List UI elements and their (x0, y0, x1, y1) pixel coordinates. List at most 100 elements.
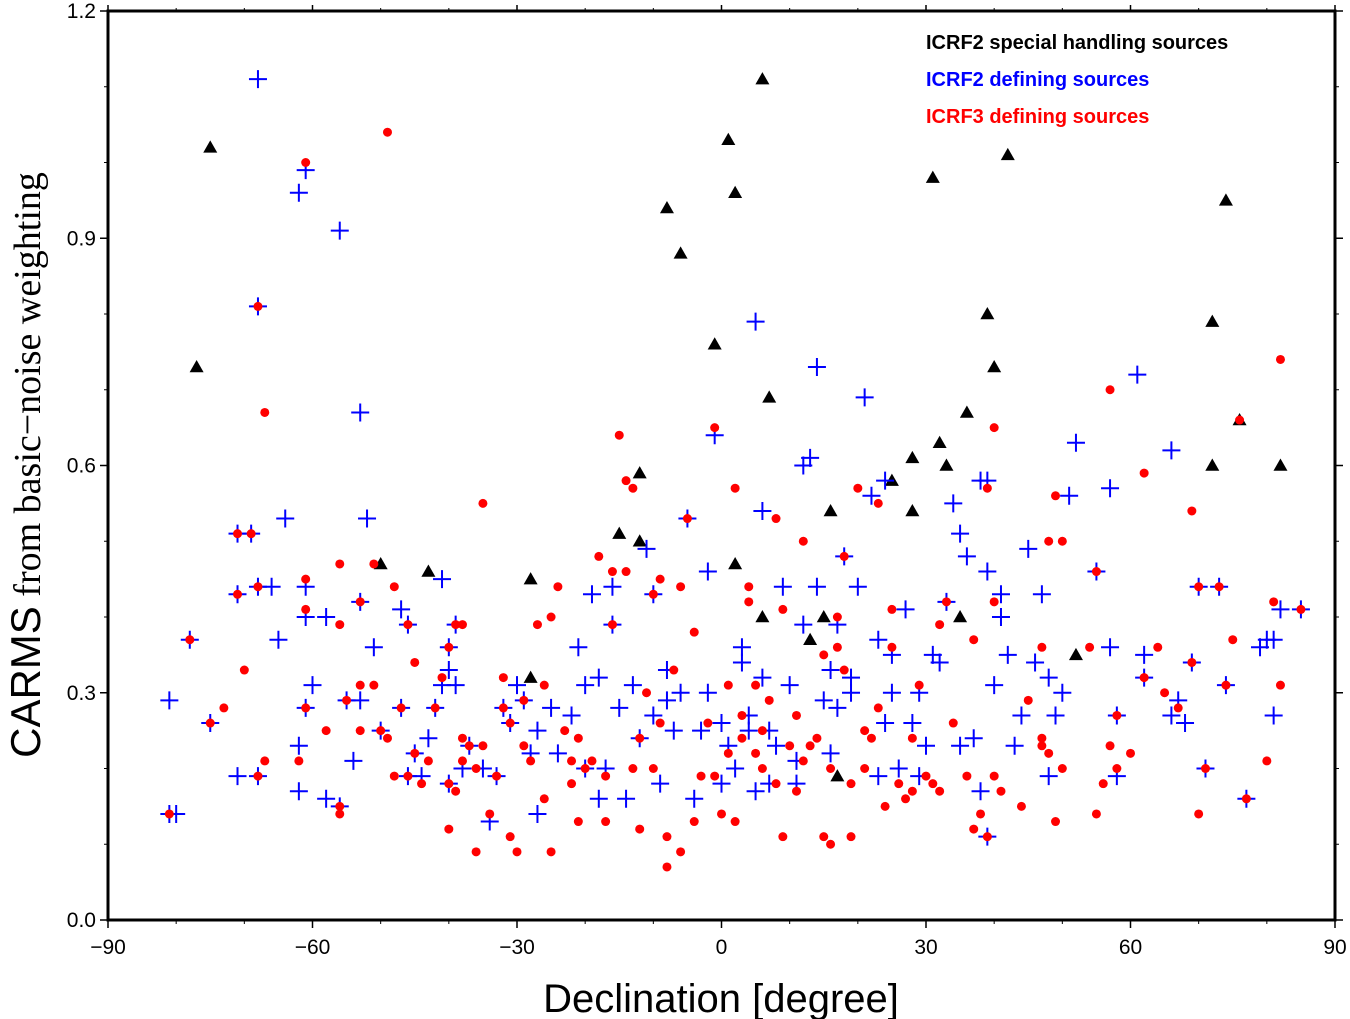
icrf3-defining-point (812, 733, 822, 743)
special-handling-point (823, 503, 838, 517)
icrf2-defining-point (433, 570, 452, 589)
icrf2-defining-point (998, 645, 1017, 664)
special-handling-point (762, 390, 777, 403)
icrf2-defining-point (903, 714, 922, 733)
icrf3-defining-point (996, 786, 1006, 796)
y-axis-label-rest: from basic−noise weighting (7, 172, 49, 606)
icrf3-defining-point (894, 779, 904, 789)
icrf3-defining-point (723, 680, 733, 690)
icrf3-defining-point (648, 764, 658, 773)
icrf2-defining-point (1012, 706, 1031, 725)
icrf3-defining-point (539, 680, 549, 690)
icrf3-defining-point (335, 620, 345, 630)
icrf2-defining-point (364, 638, 383, 657)
icrf3-defining-point (757, 726, 767, 736)
icrf2-defining-point (317, 789, 336, 808)
special-handling-point (523, 670, 538, 683)
special-handling-point (816, 610, 831, 623)
icrf3-defining-point (1016, 801, 1026, 811)
icrf3-defining-point (219, 703, 229, 713)
icrf2-defining-point (991, 585, 1010, 604)
legend-entry-2: ICRF3 defining sources (926, 106, 1149, 128)
special-handling-point (905, 450, 920, 464)
series-0 (189, 72, 1288, 782)
icrf3-defining-point (1105, 741, 1115, 751)
icrf3-defining-point (989, 597, 999, 607)
special-handling-point (1000, 147, 1015, 161)
icrf3-defining-point (253, 582, 263, 592)
icrf3-defining-point (1057, 764, 1067, 773)
icrf3-defining-point (1057, 536, 1067, 546)
special-handling-point (987, 360, 1002, 373)
icrf3-defining-point (764, 695, 774, 705)
icrf3-defining-point (778, 832, 788, 842)
special-handling-point (632, 534, 647, 547)
icrf3-defining-point (185, 635, 195, 645)
special-handling-point (728, 185, 743, 199)
icrf3-defining-point (648, 589, 658, 599)
icrf2-defining-point (951, 736, 970, 755)
icrf3-defining-point (682, 514, 692, 524)
special-handling-point (925, 170, 940, 183)
icrf3-defining-point (1091, 567, 1101, 577)
icrf2-defining-point (930, 653, 949, 672)
icrf3-defining-point (614, 430, 624, 440)
icrf3-defining-point (703, 718, 713, 728)
icrf3-defining-point (430, 703, 440, 713)
icrf3-defining-point (791, 710, 801, 720)
icrf3-defining-point (676, 847, 686, 857)
icrf3-defining-point (410, 657, 420, 667)
icrf2-defining-point (821, 661, 840, 680)
icrf3-defining-point (417, 779, 427, 789)
icrf2-defining-point (753, 501, 772, 520)
icrf3-defining-point (464, 741, 474, 751)
icrf3-defining-point (887, 604, 897, 614)
icrf2-defining-point (842, 683, 861, 702)
icrf3-defining-point (751, 680, 761, 690)
icrf2-defining-point (1066, 433, 1085, 452)
icrf2-defining-point (848, 577, 867, 596)
icrf3-defining-point (1228, 635, 1238, 645)
icrf3-defining-point (1194, 582, 1204, 592)
icrf2-defining-point (882, 683, 901, 702)
icrf3-defining-point (335, 809, 345, 819)
icrf2-defining-point (569, 638, 588, 657)
icrf3-defining-point (164, 809, 174, 819)
icrf2-defining-point (344, 751, 363, 770)
icrf3-defining-point (1241, 794, 1251, 804)
icrf3-defining-point (1296, 604, 1306, 614)
legend-entry-1: ICRF2 defining sources (926, 69, 1149, 91)
icrf3-defining-point (798, 756, 808, 766)
icrf3-defining-point (751, 748, 761, 758)
icrf3-defining-point (832, 612, 842, 622)
icrf2-defining-point (1039, 668, 1058, 687)
icrf3-defining-point (423, 756, 433, 766)
icrf2-defining-point (1005, 736, 1024, 755)
icrf2-defining-point (985, 676, 1004, 695)
icrf2-defining-point (1128, 365, 1147, 384)
icrf2-defining-point (657, 691, 676, 710)
special-handling-point (939, 458, 954, 471)
icrf3-defining-point (239, 665, 249, 675)
icrf3-defining-point (1139, 673, 1149, 683)
icrf2-defining-point (876, 714, 895, 733)
icrf3-defining-point (642, 688, 652, 698)
icrf3-defining-point (621, 476, 631, 486)
icrf3-defining-point (601, 771, 611, 781)
icrf2-defining-point (617, 789, 636, 808)
icrf3-defining-point (1098, 779, 1108, 789)
icrf2-defining-point (821, 744, 840, 763)
icrf3-defining-point (669, 665, 679, 675)
icrf3-defining-point (921, 771, 931, 781)
icrf3-defining-point (260, 756, 270, 766)
special-handling-point (953, 610, 968, 623)
icrf3-defining-point (873, 703, 883, 713)
series-2 (164, 127, 1306, 872)
x-tick-label: 60 (1119, 936, 1142, 959)
icrf3-defining-point (1200, 764, 1210, 773)
special-handling-point (830, 769, 845, 782)
icrf3-defining-point (233, 589, 243, 599)
special-handling-point (632, 466, 647, 479)
icrf3-defining-point (253, 301, 263, 311)
icrf2-defining-point (289, 782, 308, 801)
